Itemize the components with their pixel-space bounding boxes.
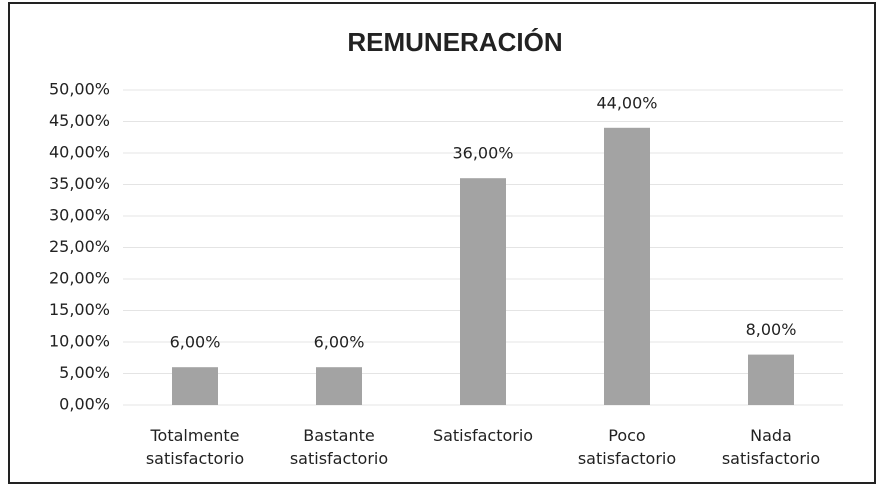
x-tick-label: Poco satisfactorio — [577, 426, 677, 468]
value-label: 36,00% — [452, 144, 513, 163]
bar — [172, 367, 218, 405]
y-tick-label: 40,00% — [49, 143, 110, 162]
y-tick-label: 30,00% — [49, 206, 110, 225]
chart-frame — [8, 2, 876, 484]
x-tick-label: Bastante satisfactorio — [289, 426, 389, 468]
x-tick-label: Nada satisfactorio — [721, 426, 821, 468]
y-tick-label: 10,00% — [49, 332, 110, 351]
y-tick-label: 25,00% — [49, 237, 110, 256]
bar — [748, 354, 794, 405]
x-tick-label: Satisfactorio — [432, 426, 534, 445]
y-tick-label: 15,00% — [49, 300, 110, 319]
value-label: 6,00% — [314, 333, 365, 352]
y-tick-label: 20,00% — [49, 269, 110, 288]
bar — [460, 178, 506, 405]
value-label: 8,00% — [746, 320, 797, 339]
y-tick-label: 35,00% — [49, 174, 110, 193]
y-tick-label: 45,00% — [49, 111, 110, 130]
chart-title: REMUNERACIÓN — [347, 27, 562, 57]
bar — [604, 127, 650, 406]
y-tick-label: 5,00% — [59, 363, 110, 382]
y-tick-label: 50,00% — [49, 80, 110, 99]
value-label: 44,00% — [596, 93, 657, 112]
value-label: 6,00% — [170, 333, 221, 352]
bar — [316, 367, 362, 405]
y-tick-label: 0,00% — [59, 395, 110, 414]
x-tick-label: Totalmente satisfactorio — [145, 426, 245, 468]
